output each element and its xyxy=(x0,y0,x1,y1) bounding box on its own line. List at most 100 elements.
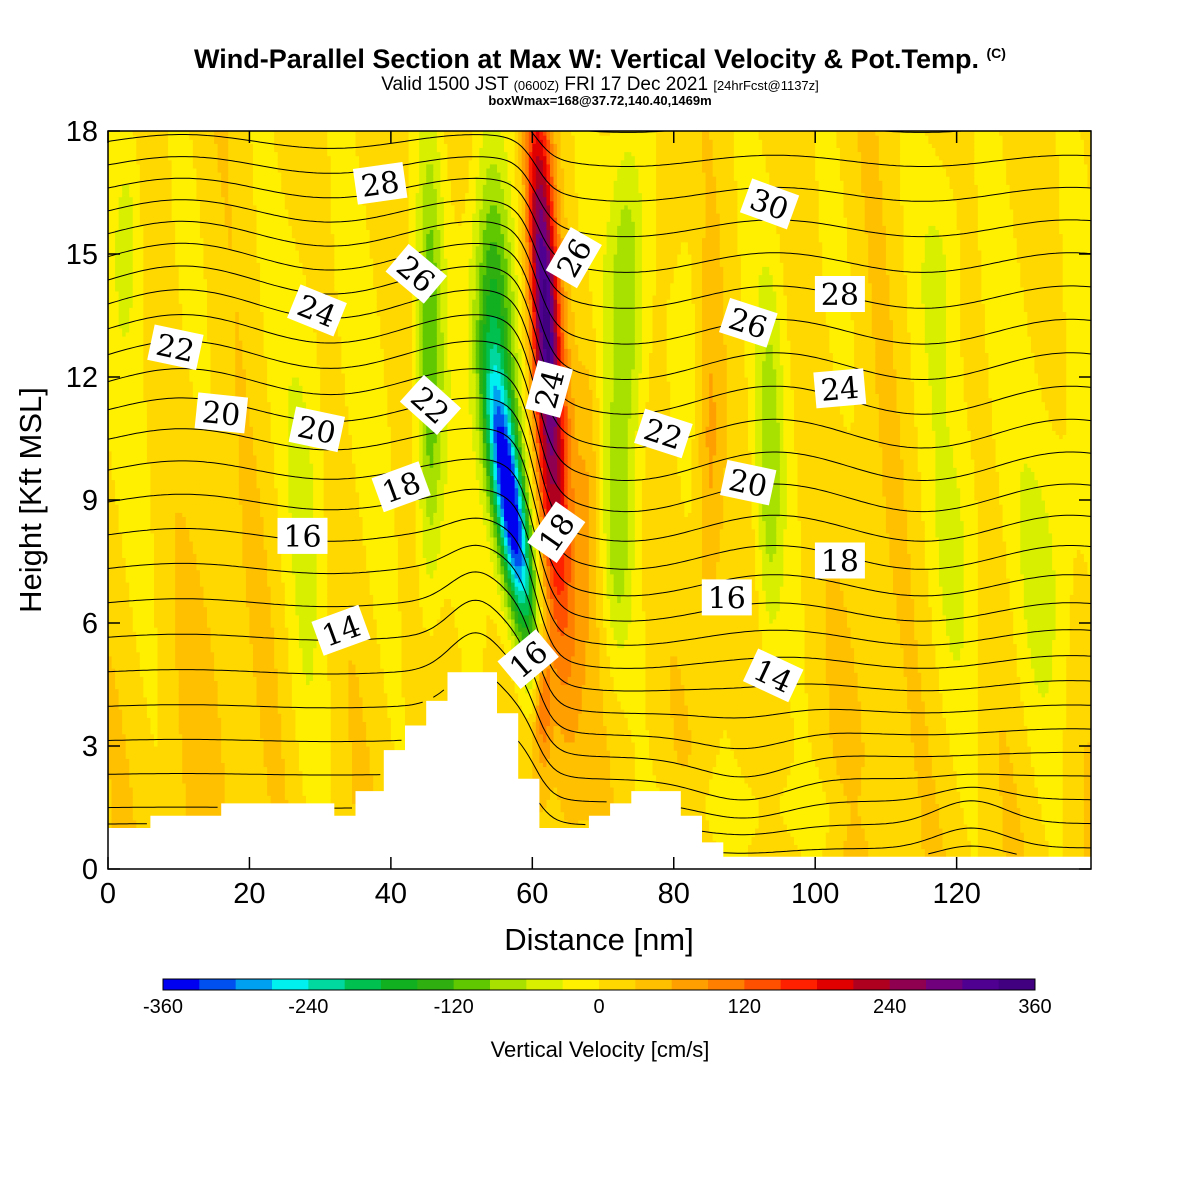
velocity-cell xyxy=(119,447,123,452)
velocity-cell xyxy=(119,398,123,403)
velocity-cell xyxy=(122,357,126,362)
velocity-cell xyxy=(122,578,126,583)
velocity-cell xyxy=(119,508,123,513)
velocity-cell xyxy=(115,730,119,735)
velocity-cell xyxy=(122,279,126,284)
velocity-cell xyxy=(115,344,119,349)
velocity-cell xyxy=(112,758,116,763)
velocity-cell xyxy=(119,287,123,292)
velocity-cell xyxy=(112,344,116,349)
velocity-cell xyxy=(122,816,126,821)
velocity-cell xyxy=(115,471,119,476)
velocity-cell xyxy=(112,398,116,403)
velocity-cell xyxy=(119,246,123,251)
velocity-cell xyxy=(122,750,126,755)
velocity-cell xyxy=(122,381,126,386)
vertical-velocity-field xyxy=(108,127,1092,870)
velocity-cell xyxy=(115,779,119,784)
velocity-cell xyxy=(119,193,123,198)
velocity-cell xyxy=(112,234,116,239)
velocity-cell xyxy=(119,188,123,193)
velocity-cell xyxy=(115,660,119,665)
velocity-cell xyxy=(115,516,119,521)
velocity-cell xyxy=(122,660,126,665)
velocity-cell xyxy=(112,701,116,706)
velocity-cell xyxy=(115,668,119,673)
velocity-cell xyxy=(122,369,126,374)
velocity-cell xyxy=(112,258,116,263)
velocity-cell xyxy=(112,660,116,665)
velocity-cell xyxy=(119,320,123,325)
velocity-cell xyxy=(119,291,123,296)
velocity-cell xyxy=(112,393,116,398)
velocity-cell xyxy=(122,471,126,476)
velocity-cell xyxy=(119,147,123,152)
velocity-cell xyxy=(112,545,116,550)
velocity-cell xyxy=(119,639,123,644)
velocity-cell xyxy=(122,504,126,509)
velocity-cell xyxy=(119,430,123,435)
velocity-cell xyxy=(122,730,126,735)
velocity-cell xyxy=(112,365,116,370)
velocity-cell xyxy=(112,172,116,177)
velocity-cell xyxy=(122,283,126,288)
velocity-cell xyxy=(112,291,116,296)
velocity-cell xyxy=(122,603,126,608)
velocity-cell xyxy=(119,603,123,608)
velocity-cell xyxy=(112,463,116,468)
velocity-cell xyxy=(119,709,123,714)
velocity-cell xyxy=(112,340,116,345)
velocity-cell xyxy=(122,721,126,726)
velocity-cell xyxy=(112,775,116,780)
velocity-cell xyxy=(122,328,126,333)
velocity-cell xyxy=(122,361,126,366)
velocity-cell xyxy=(112,414,116,419)
velocity-cell xyxy=(119,180,123,185)
velocity-cell xyxy=(122,393,126,398)
velocity-cell xyxy=(122,238,126,243)
velocity-cell xyxy=(112,336,116,341)
velocity-cell xyxy=(119,611,123,616)
velocity-cell xyxy=(112,697,116,702)
velocity-cell xyxy=(115,570,119,575)
velocity-cell xyxy=(112,549,116,554)
velocity-cell xyxy=(112,471,116,476)
velocity-cell xyxy=(122,668,126,673)
velocity-cell xyxy=(119,340,123,345)
velocity-cell xyxy=(115,180,119,185)
velocity-cell xyxy=(115,147,119,152)
velocity-cell xyxy=(119,578,123,583)
velocity-cell xyxy=(115,217,119,222)
velocity-cell xyxy=(115,586,119,591)
velocity-cell xyxy=(112,812,116,817)
velocity-cell xyxy=(119,393,123,398)
velocity-cell xyxy=(112,541,116,546)
velocity-cell xyxy=(119,459,123,464)
velocity-cell xyxy=(115,410,119,415)
velocity-cell xyxy=(112,676,116,681)
velocity-cell xyxy=(112,557,116,562)
velocity-cell xyxy=(115,455,119,460)
velocity-cell xyxy=(122,570,126,575)
velocity-cell xyxy=(115,627,119,632)
velocity-cell xyxy=(115,193,119,198)
velocity-cell xyxy=(115,430,119,435)
velocity-cell xyxy=(119,701,123,706)
velocity-cell xyxy=(119,570,123,575)
velocity-cell xyxy=(122,693,126,698)
velocity-cell xyxy=(112,369,116,374)
velocity-cell xyxy=(112,762,116,767)
velocity-cell xyxy=(119,758,123,763)
velocity-cell xyxy=(122,447,126,452)
velocity-cell xyxy=(115,611,119,616)
velocity-cell xyxy=(119,484,123,489)
velocity-cell xyxy=(119,574,123,579)
velocity-cell xyxy=(119,471,123,476)
velocity-cell xyxy=(112,799,116,804)
velocity-cell xyxy=(115,172,119,177)
velocity-cell xyxy=(115,603,119,608)
velocity-cell xyxy=(112,787,116,792)
velocity-cell xyxy=(115,525,119,530)
velocity-cell xyxy=(122,311,126,316)
velocity-cell xyxy=(119,332,123,337)
